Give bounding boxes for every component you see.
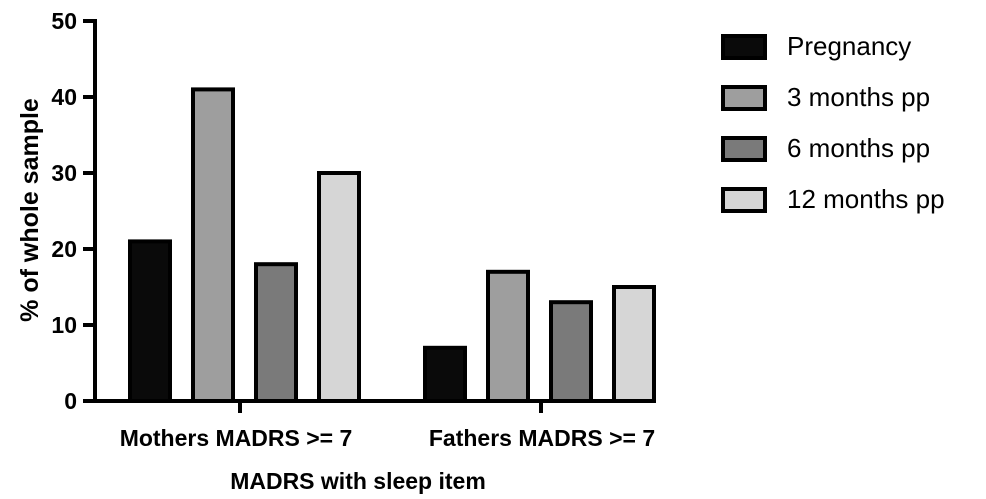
x-tick-label: Fathers MADRS >= 7 [429,425,655,451]
bar [612,285,656,403]
bar [191,87,235,404]
y-tick-label: 10 [51,312,77,338]
y-axis-label: % of whole sample [16,98,44,322]
legend-swatch [721,136,767,162]
bar [254,262,298,404]
x-axis-label: MADRS with sleep item [230,468,486,494]
legend-label: 3 months pp [787,82,930,112]
x-tick-label: Mothers MADRS >= 7 [120,425,353,451]
bar [423,345,467,403]
y-tick-label: 50 [51,8,77,34]
bar [486,269,530,403]
bar [317,171,361,403]
legend: Pregnancy 3 months pp 6 months pp 12 months… [721,31,945,214]
y-axis: 0 10 20 30 40 50 [51,8,97,414]
legend-label: 12 months pp [787,184,945,214]
legend-swatch [721,187,767,213]
x-axis: Mothers MADRS >= 7 Fathers MADRS >= 7 [93,399,655,451]
bar [128,239,172,403]
bars [128,87,656,404]
legend-swatch [721,34,767,60]
legend-label: Pregnancy [787,31,911,61]
legend-swatch [721,85,767,111]
legend-label: 6 months pp [787,133,930,163]
bar [549,300,593,404]
y-tick-label: 40 [51,84,77,110]
y-tick-label: 20 [51,236,77,262]
y-tick-label: 0 [64,388,77,414]
y-tick-label: 30 [51,160,77,186]
